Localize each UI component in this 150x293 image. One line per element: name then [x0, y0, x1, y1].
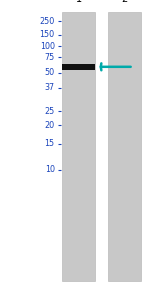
Text: 50: 50 [45, 68, 55, 77]
Text: 2: 2 [121, 0, 128, 4]
Text: 100: 100 [40, 42, 55, 51]
Text: 10: 10 [45, 166, 55, 174]
Bar [62, 12, 95, 281]
Text: 150: 150 [40, 30, 55, 39]
Text: 1: 1 [76, 0, 82, 4]
Text: 20: 20 [45, 121, 55, 130]
Bar [62, 64, 95, 70]
Text: 15: 15 [45, 139, 55, 148]
Text: 37: 37 [45, 84, 55, 92]
Text: 250: 250 [39, 17, 55, 25]
Text: 75: 75 [45, 53, 55, 62]
Text: 25: 25 [45, 107, 55, 116]
Bar [108, 12, 141, 281]
